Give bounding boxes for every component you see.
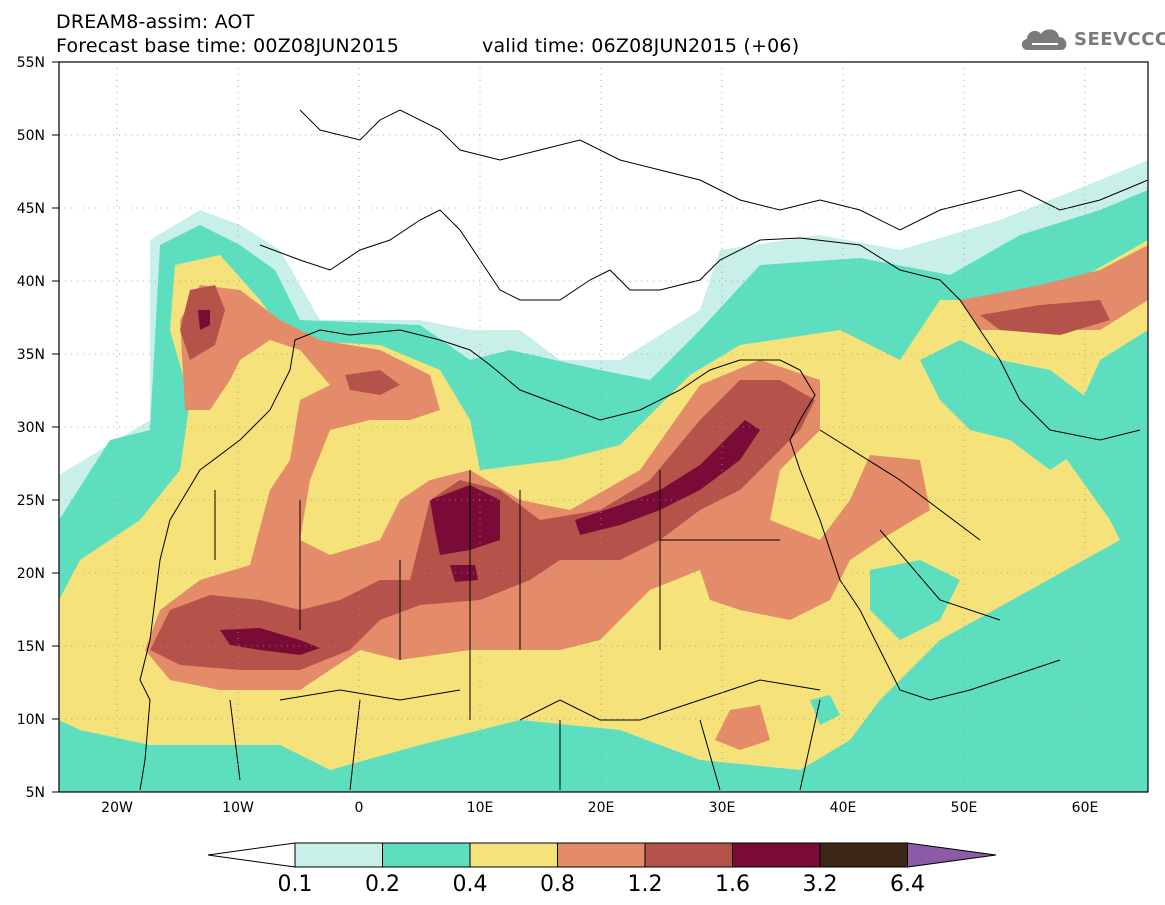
colorbar-label: 0.1 xyxy=(277,872,313,897)
colorbar-label: 1.6 xyxy=(715,872,750,897)
lat-label: 40N xyxy=(17,274,45,290)
colorbar xyxy=(207,842,997,868)
lat-label: 20N xyxy=(17,566,45,582)
forecast-base-time: Forecast base time: 00Z08JUN2015 xyxy=(56,35,399,57)
lat-label: 45N xyxy=(17,201,45,217)
colorbar-under-arrow xyxy=(207,842,296,868)
colorbar-label: 0.8 xyxy=(540,872,575,897)
colorbar-label: 0.4 xyxy=(452,872,488,897)
lat-label: 5N xyxy=(26,785,45,801)
lon-label: 10W xyxy=(222,800,254,816)
lon-label: 10E xyxy=(467,800,494,816)
lat-label: 50N xyxy=(17,128,45,144)
lon-label: 40E xyxy=(830,800,857,816)
colorbar-label: 3.2 xyxy=(802,872,838,897)
logo-text: SEEVCCC xyxy=(1074,29,1165,50)
lat-label: 35N xyxy=(17,347,45,363)
lat-label: 55N xyxy=(17,55,45,71)
seevccc-logo: SEEVCCC xyxy=(1018,24,1165,54)
lat-label: 30N xyxy=(17,420,45,436)
cloud-icon xyxy=(1021,29,1067,50)
lon-label: 0 xyxy=(355,800,364,816)
colorbar-label: 6.4 xyxy=(890,872,925,897)
colorbar-swatch xyxy=(469,842,558,868)
colorbar-swatch xyxy=(294,842,383,868)
lon-label: 60E xyxy=(1072,800,1099,816)
lat-label: 15N xyxy=(17,639,45,655)
coastlines xyxy=(139,109,1148,791)
colorbar-swatch xyxy=(732,842,821,868)
colorbar-swatch xyxy=(382,842,471,868)
lon-axis: 20W 10W 0 10E 20E 30E 40E 50E 60E xyxy=(101,800,1098,816)
lat-label: 10N xyxy=(17,712,45,728)
lon-label: 20E xyxy=(588,800,615,816)
colorbar-label: 1.2 xyxy=(627,872,663,897)
colorbar-label: 0.2 xyxy=(365,872,400,897)
colorbar-swatch xyxy=(644,842,733,868)
lat-axis: 55N 50N 45N 40N 35N 30N 25N 20N 15N 10N … xyxy=(17,55,45,801)
colorbar-swatch xyxy=(557,842,646,868)
valid-time: valid time: 06Z08JUN2015 (+06) xyxy=(482,35,800,57)
lon-label: 30E xyxy=(709,800,736,816)
lat-label: 25N xyxy=(17,493,45,509)
colorbar-over-arrow xyxy=(907,842,997,868)
aot-field xyxy=(59,160,1148,792)
lon-label: 20W xyxy=(101,800,133,816)
colorbar-swatch xyxy=(819,842,908,868)
map-title: DREAM8-assim: AOT xyxy=(56,11,255,33)
lon-label: 50E xyxy=(951,800,978,816)
